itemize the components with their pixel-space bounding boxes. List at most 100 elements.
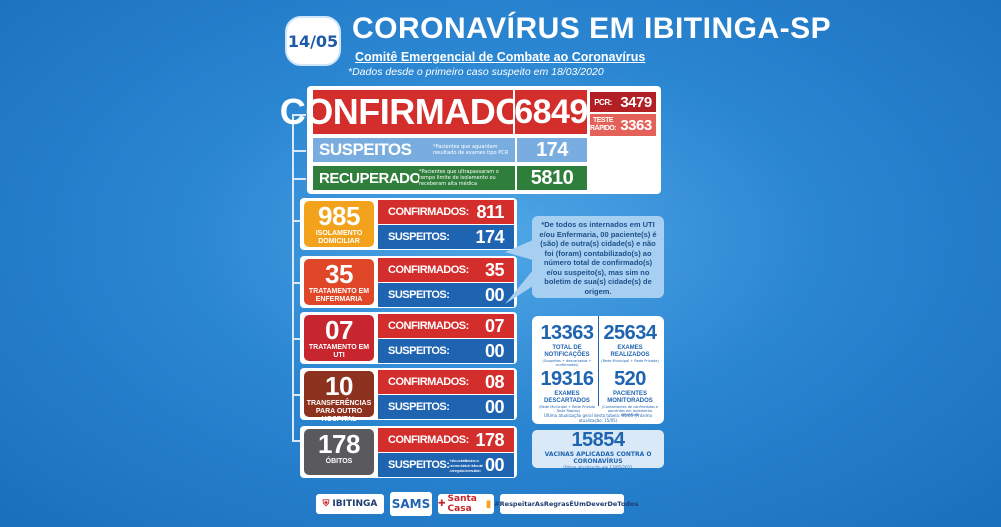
group-suspects-note: *não contabilizados no número total de ó… (449, 457, 483, 473)
monitored-value: 520 (614, 368, 646, 390)
group-panel: 985 ISOLAMENTO DOMICILIAR CONFIRMADOS: 811 S… (300, 198, 517, 250)
bubble-arrow-upper (505, 240, 533, 260)
bracket-tick (292, 338, 306, 340)
group-confirmed-label: CONFIRMADOS: (388, 206, 469, 218)
stat-exams: 25634 EXAMES REALIZADOS (Rede Municipal … (600, 322, 660, 363)
group-number: 10 (325, 371, 353, 401)
group-suspects-label: SUSPEITOS: (388, 401, 450, 413)
exams-sub: (Rede Municipal + Rede Privada) (601, 359, 659, 363)
group-summary-box: 35 TRATAMENTO EM ENFERMARIA (304, 259, 374, 305)
rapid-test-value: 3363 (616, 114, 656, 136)
group-number: 35 (325, 259, 353, 289)
group-panel: 178 ÓBITOS CONFIRMADOS: 178 SUSPEITOS: *não c… (300, 426, 517, 478)
group-confirmed-label: CONFIRMADOS: (388, 264, 469, 276)
data-since-note: *Dados desde o primeiro caso suspeito em… (348, 66, 604, 78)
stats-card: 13363 TOTAL DE NOTIFICAÇÕES (Suspeitos +… (532, 316, 664, 424)
stat-monitored: 520 PACIENTES MONITORADOS (Contactantes … (600, 368, 660, 417)
group-confirmed-row: CONFIRMADOS: 178 (378, 428, 514, 452)
vaccines-value: 15854 (571, 429, 625, 451)
recovered-note: *Pacientes que ultrapassaram o tempo lim… (419, 166, 515, 190)
suspects-note: *Pacientes que aguardam resultado de exa… (433, 138, 515, 162)
group-suspects-row: SUSPEITOS: 174 (378, 225, 514, 249)
group-confirmed-row: CONFIRMADOS: 35 (378, 258, 514, 282)
group-suspects-value: 174 (475, 226, 504, 247)
notifications-sub: (Suspeitos + descartados + confirmados) (542, 359, 592, 367)
bracket-tick (292, 440, 306, 442)
group-confirmed-label: CONFIRMADOS: (388, 320, 469, 332)
group-suspects-value: 00 (484, 284, 505, 305)
info-bubble: *De todos os internados em UTI e/ou Enfe… (532, 216, 664, 298)
sams-logo: SAMS (390, 492, 432, 516)
group-panel: 07 TRATAMENTO EM UTI CONFIRMADOS: 07 SUSPEIT… (300, 312, 517, 364)
flag-icon: ▮ (485, 498, 492, 510)
group-number: 07 (325, 315, 353, 345)
date-text: 14/05 (287, 31, 339, 51)
group-number: 178 (318, 429, 360, 459)
recovered-value: 5810 (515, 166, 587, 190)
exams-label: EXAMES REALIZADOS (610, 345, 650, 358)
group-number: 985 (318, 201, 360, 231)
group-confirmed-row: CONFIRMADOS: 08 (378, 370, 514, 394)
stats-update-note: Última atualização geral desta tabela: 0… (544, 413, 652, 423)
confirmed-label: CONFIRMADOS (279, 90, 547, 134)
group-confirmed-label: CONFIRMADOS: (388, 376, 469, 388)
suspects-label: SUSPEITOS (313, 138, 433, 162)
date-badge: 14/05 (285, 16, 341, 66)
monitored-label: PACIENTES MONITORADOS (607, 391, 653, 404)
discarded-sub: (Rede Municipal + Rede Privada - Teste R… (538, 405, 596, 413)
group-summary-box: 178 ÓBITOS (304, 429, 374, 475)
group-label: TRATAMENTO EM ENFERMARIA (308, 288, 370, 303)
rapid-test-label: TESTE RÁPIDO: (590, 114, 617, 136)
group-suspects-row: SUSPEITOS: 00 (378, 339, 514, 363)
hashtag-text: #RespeitarAsRegrasÉUmDeverDeTodos (494, 500, 639, 508)
group-suspects-label: SUSPEITOS: (388, 231, 450, 243)
monitored-sub: (Contactantes de confirmados e pacientes… (601, 405, 659, 417)
vaccines-card: 15854 VACINAS APLICADAS CONTRA O CORONAV… (532, 429, 664, 470)
vaccines-label: VACINAS APLICADAS CONTRA O CORONAVÍRUS (544, 451, 652, 465)
group-panel: 10 TRANSFERÊNCIAS PARA OUTRO HOSPITAL CONF… (300, 368, 517, 423)
group-confirmed-row: CONFIRMADOS: 07 (378, 314, 514, 338)
group-summary-box: 10 TRANSFERÊNCIAS PARA OUTRO HOSPITAL (304, 371, 374, 423)
bracket-tick (292, 150, 306, 152)
bubble-pointer (505, 240, 533, 304)
santa-casa-text: Santa Casa (447, 494, 477, 514)
city-logo: ⛨ IBITINGA (316, 494, 384, 514)
confirmed-total: 6849 (514, 90, 588, 134)
group-summary-box: 985 ISOLAMENTO DOMICILIAR (304, 201, 374, 247)
group-confirmed-row: CONFIRMADOS: 811 (378, 200, 514, 224)
group-suspects-label: SUSPEITOS: (388, 459, 450, 471)
bracket-tick (292, 114, 306, 116)
group-label: ISOLAMENTO DOMICILIAR (315, 230, 363, 245)
group-suspects-value: 00 (484, 454, 505, 475)
group-summary-box: 07 TRATAMENTO EM UTI (304, 315, 374, 361)
vaccines-sub: Última atualização em 13/05/2021 (563, 465, 633, 470)
city-logo-text: IBITINGA (332, 499, 378, 509)
page-subtitle: Comitê Emergencial de Combate ao Coronav… (355, 50, 646, 64)
discarded-label: EXAMES DESCARTADOS (544, 391, 590, 404)
group-confirmed-value: 07 (484, 315, 505, 336)
group-suspects-row: SUSPEITOS: 00 (378, 395, 514, 419)
cross-icon: ✚ (438, 499, 446, 509)
group-suspects-value: 00 (484, 340, 505, 361)
group-confirmed-value: 08 (484, 371, 505, 392)
group-confirmed-value: 35 (484, 259, 505, 280)
group-suspects-value: 00 (484, 396, 505, 417)
bracket-tick (292, 394, 306, 396)
bracket-tick (292, 282, 306, 284)
group-suspects-label: SUSPEITOS: (388, 345, 450, 357)
stats-divider (598, 316, 599, 406)
suspects-value: 174 (515, 138, 587, 162)
group-suspects-label: SUSPEITOS: (388, 289, 450, 301)
bubble-arrow-lower (505, 270, 533, 304)
exams-value: 25634 (603, 322, 657, 344)
notifications-label: TOTAL DE NOTIFICAÇÕES (544, 345, 590, 358)
stat-discarded: 19316 EXAMES DESCARTADOS (Rede Municipal… (538, 368, 596, 413)
group-label: TRATAMENTO EM UTI (308, 344, 370, 359)
group-confirmed-value: 178 (475, 429, 504, 450)
bracket-tick (292, 178, 306, 180)
pcr-label: PCR: (590, 92, 616, 112)
group-label: TRANSFERÊNCIAS PARA OUTRO HOSPITAL (306, 400, 372, 423)
group-suspects-row: SUSPEITOS: *não contabilizados no número … (378, 453, 514, 477)
group-confirmed-label: CONFIRMADOS: (388, 434, 469, 446)
santa-casa-logo: ✚ Santa Casa (438, 494, 494, 514)
